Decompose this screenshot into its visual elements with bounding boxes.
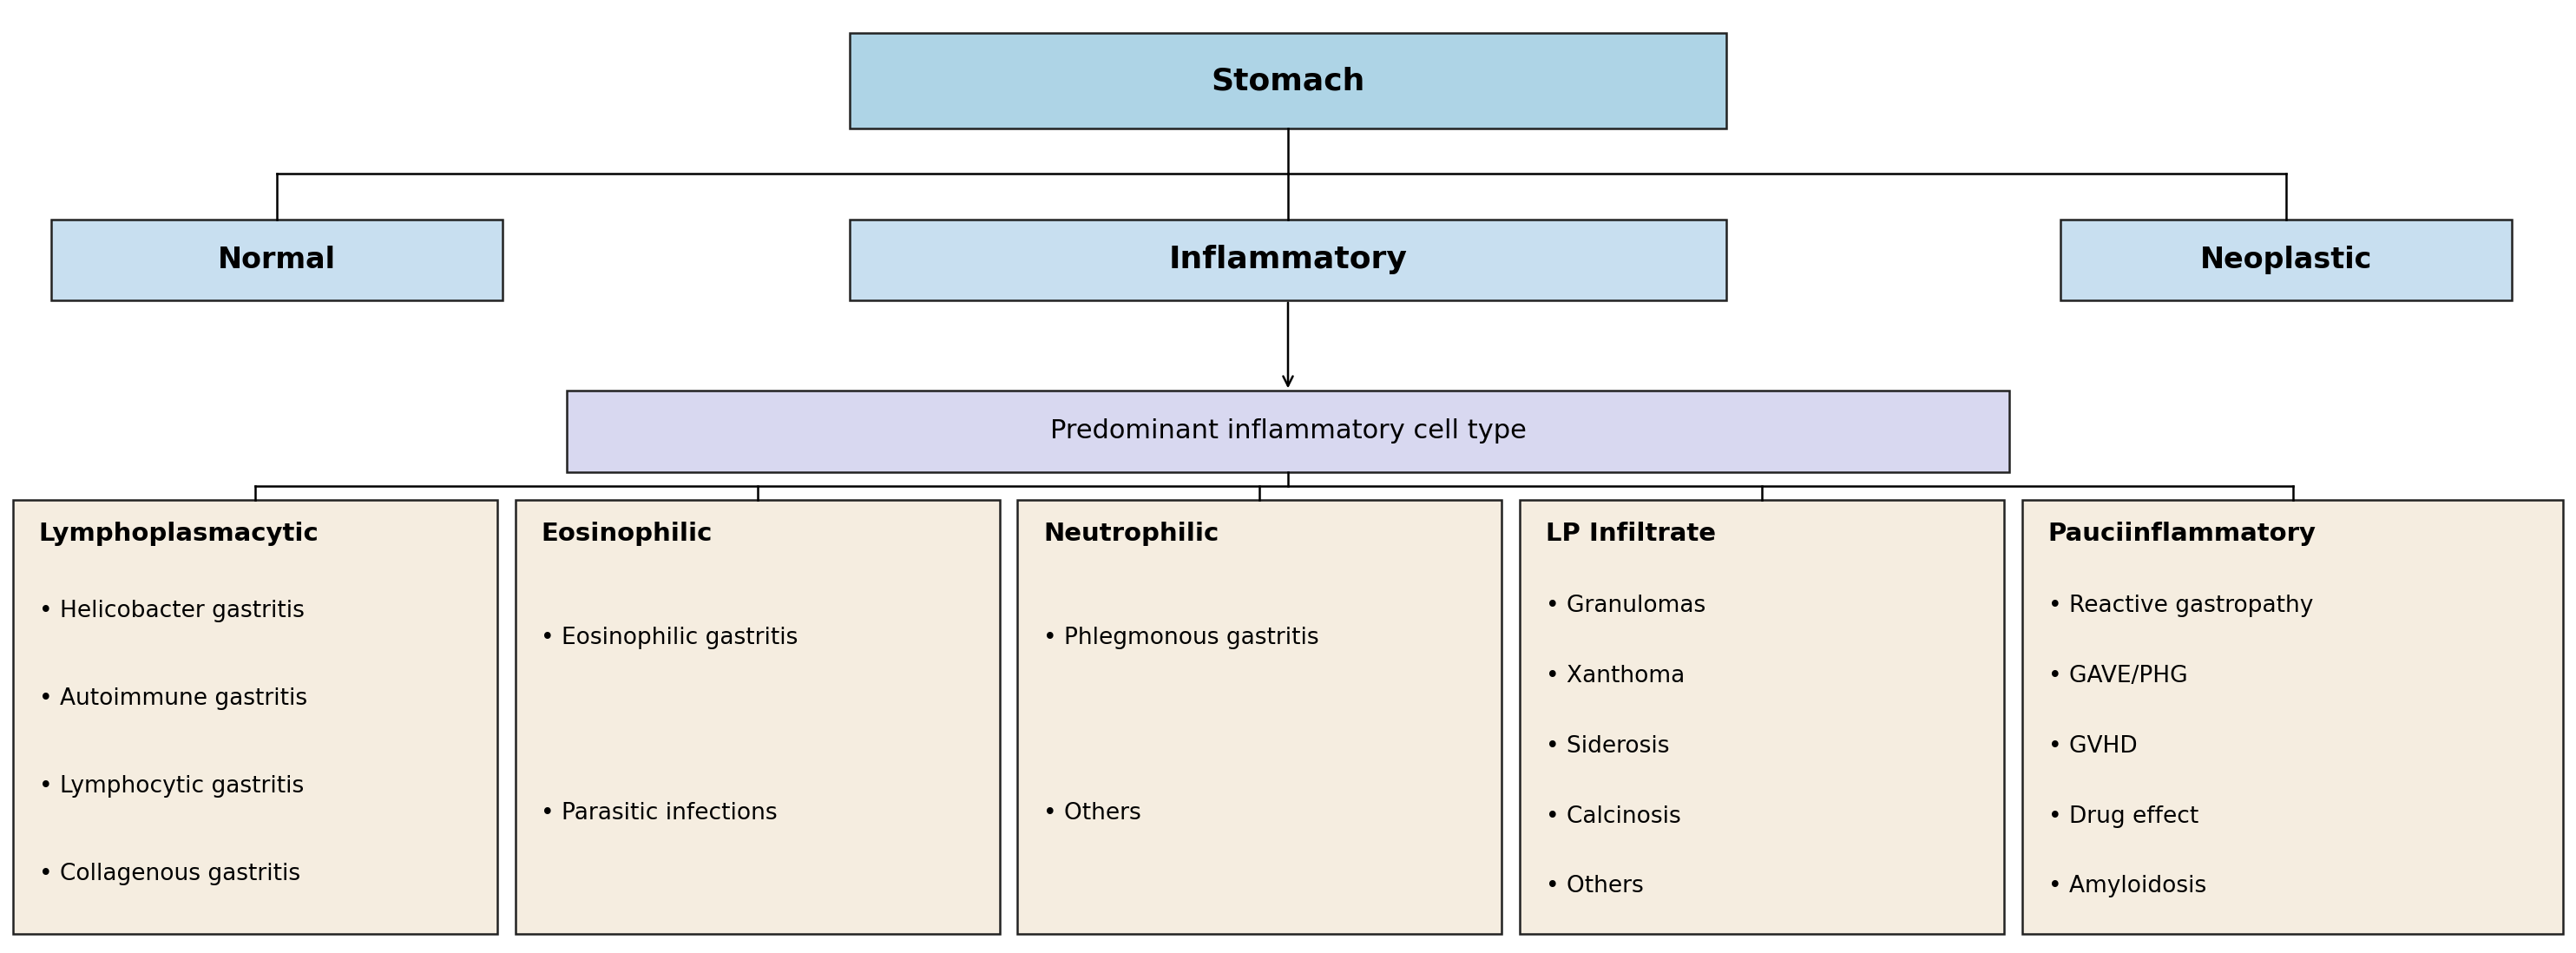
- Text: Neoplastic: Neoplastic: [2200, 245, 2372, 274]
- Text: Predominant inflammatory cell type: Predominant inflammatory cell type: [1051, 418, 1525, 444]
- Text: • GAVE/PHG: • GAVE/PHG: [2048, 665, 2187, 687]
- Text: • Granulomas: • Granulomas: [1546, 595, 1705, 618]
- Text: • Phlegmonous gastritis: • Phlegmonous gastritis: [1043, 626, 1319, 649]
- Text: • GVHD: • GVHD: [2048, 735, 2138, 758]
- Text: • Autoimmune gastritis: • Autoimmune gastritis: [39, 688, 307, 710]
- Text: LP Infiltrate: LP Infiltrate: [1546, 521, 1716, 546]
- Text: • Helicobacter gastritis: • Helicobacter gastritis: [39, 600, 304, 622]
- Text: • Drug effect: • Drug effect: [2048, 805, 2197, 828]
- Text: • Reactive gastropathy: • Reactive gastropathy: [2048, 595, 2313, 618]
- Text: Neutrophilic: Neutrophilic: [1043, 521, 1218, 546]
- FancyBboxPatch shape: [2061, 219, 2512, 300]
- FancyBboxPatch shape: [1520, 500, 2004, 934]
- Text: Inflammatory: Inflammatory: [1170, 245, 1406, 274]
- Text: Lymphoplasmacytic: Lymphoplasmacytic: [39, 521, 319, 546]
- Text: • Amyloidosis: • Amyloidosis: [2048, 875, 2205, 898]
- FancyBboxPatch shape: [850, 219, 1726, 300]
- Text: Normal: Normal: [219, 245, 335, 274]
- Text: • Collagenous gastritis: • Collagenous gastritis: [39, 863, 299, 885]
- Text: • Siderosis: • Siderosis: [1546, 735, 1669, 758]
- FancyBboxPatch shape: [13, 500, 497, 934]
- Text: Stomach: Stomach: [1211, 67, 1365, 95]
- FancyBboxPatch shape: [515, 500, 999, 934]
- Text: • Lymphocytic gastritis: • Lymphocytic gastritis: [39, 776, 304, 798]
- Text: Pauciinflammatory: Pauciinflammatory: [2048, 521, 2316, 546]
- Text: • Xanthoma: • Xanthoma: [1546, 665, 1685, 687]
- Text: Eosinophilic: Eosinophilic: [541, 521, 714, 546]
- FancyBboxPatch shape: [567, 391, 2009, 472]
- FancyBboxPatch shape: [850, 33, 1726, 129]
- Text: • Parasitic infections: • Parasitic infections: [541, 801, 778, 824]
- Text: • Others: • Others: [1043, 801, 1141, 824]
- FancyBboxPatch shape: [52, 219, 502, 300]
- FancyBboxPatch shape: [1018, 500, 1502, 934]
- Text: • Eosinophilic gastritis: • Eosinophilic gastritis: [541, 626, 799, 649]
- Text: • Others: • Others: [1546, 875, 1643, 898]
- Text: • Calcinosis: • Calcinosis: [1546, 805, 1680, 828]
- FancyBboxPatch shape: [2022, 500, 2563, 934]
